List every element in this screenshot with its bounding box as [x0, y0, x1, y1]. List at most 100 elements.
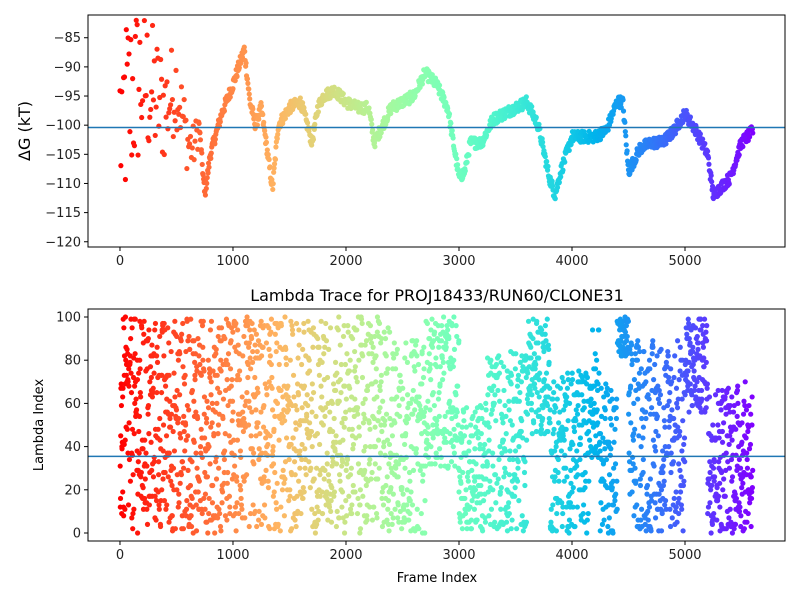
lambda-point [345, 329, 351, 335]
lambda-point [293, 523, 299, 530]
lambda-point [613, 491, 619, 497]
lambda-point [373, 366, 379, 372]
lambda-point [516, 444, 522, 450]
lambda-point [188, 316, 194, 322]
lambda-point [256, 456, 262, 463]
dg-point [234, 73, 240, 80]
lambda-point [536, 377, 542, 383]
lambda-point [193, 528, 200, 534]
lambda-point [196, 478, 202, 484]
lambda-point [571, 424, 577, 430]
lambda-point [270, 448, 276, 454]
lambda-point [245, 323, 251, 329]
lambda-point [690, 348, 696, 355]
dg-point [747, 134, 753, 140]
lambda-point [437, 364, 443, 370]
lambda-point [628, 420, 634, 426]
dg-point [271, 161, 278, 167]
lambda-point [129, 325, 135, 331]
lambda-point [268, 361, 274, 368]
lambda-point [721, 476, 727, 482]
lambda-point [687, 381, 693, 387]
lambda-point [682, 459, 688, 465]
lambda-point [519, 513, 525, 519]
lambda-point [339, 420, 345, 426]
lambda-point [281, 513, 287, 519]
lambda-point [157, 415, 163, 422]
lambda-point [636, 433, 642, 439]
lambda-point [283, 346, 289, 352]
lambda-point [369, 469, 375, 476]
lambda-point [614, 506, 620, 512]
lambda-point [360, 353, 366, 359]
dg-point [449, 127, 455, 134]
lambda-point [177, 480, 183, 486]
dg-point [191, 157, 197, 163]
dg-point [372, 144, 378, 150]
lambda-point [247, 405, 253, 411]
lambda-point [603, 381, 609, 387]
lambda-point [446, 335, 452, 342]
dg-point [147, 114, 153, 120]
lambda-point [326, 346, 332, 352]
lambda-point [321, 476, 327, 482]
lambda-point [229, 418, 235, 424]
lambda-point [230, 409, 236, 415]
lambda-point [124, 426, 130, 432]
lambda-point [729, 530, 736, 536]
lambda-point [677, 428, 683, 435]
lambda-point [305, 402, 311, 409]
dg-point [204, 175, 210, 181]
lambda-point [201, 411, 207, 417]
dg-point [483, 132, 490, 138]
lambda-point [356, 424, 362, 430]
lambda-point [597, 448, 603, 454]
lambda-point [166, 372, 172, 378]
lambda-point [310, 325, 317, 331]
lambda-point [609, 485, 615, 491]
lambda-point [131, 383, 138, 389]
dg-axes: 0 1000 2000 3000 4000 5000−85−90−95−100−105−1… [45, 14, 786, 269]
lambda-point [686, 335, 692, 342]
lambda-point [309, 444, 315, 450]
dg-point [263, 134, 269, 140]
lambda-point [488, 411, 494, 417]
lambda-point [652, 500, 658, 506]
lambda-point [383, 411, 390, 417]
lambda-point [457, 519, 463, 525]
lambda-point [719, 439, 726, 445]
lambda-point [141, 495, 148, 502]
lambda-point [432, 461, 438, 467]
lambda-point [402, 441, 408, 448]
lambda-point [637, 348, 643, 355]
lambda-point [293, 426, 299, 432]
lambda-point [337, 478, 343, 484]
lambda-point [302, 446, 308, 452]
dg-ytick-label: −110 [45, 177, 81, 192]
lambda-point [280, 413, 286, 419]
lambda-point [370, 344, 376, 350]
lambda-point [489, 387, 495, 394]
lambda-point [407, 498, 413, 504]
lambda-point [156, 502, 162, 508]
lambda-point [384, 370, 390, 376]
lambda-point [528, 400, 534, 406]
dg-point [177, 104, 183, 110]
lambda-point [704, 381, 710, 387]
lambda-point [372, 444, 379, 450]
lambda-point [500, 437, 507, 443]
lambda-point [240, 353, 246, 359]
lambda-point [564, 394, 570, 400]
lambda-point [546, 359, 552, 365]
lambda-point [580, 510, 586, 517]
lambda-point [425, 424, 431, 430]
lambda-point [243, 472, 250, 478]
dg-point [436, 82, 443, 88]
lambda-point [352, 348, 358, 355]
lambda-point [719, 387, 725, 394]
dg-point [158, 56, 164, 63]
lambda-point [361, 448, 367, 454]
lambda-point [520, 364, 526, 370]
lambda-point [217, 510, 223, 517]
lambda-point [241, 420, 248, 426]
